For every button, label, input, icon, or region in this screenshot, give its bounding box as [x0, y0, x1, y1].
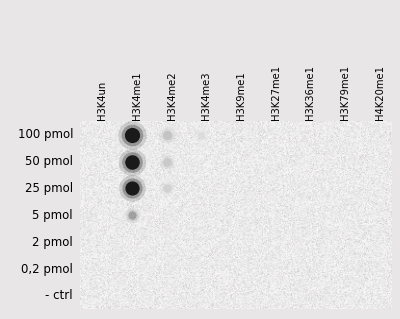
- Text: 100 pmol: 100 pmol: [18, 128, 73, 141]
- Point: [164, 132, 170, 137]
- Point: [198, 132, 204, 137]
- Point: [198, 132, 204, 137]
- Point: [164, 159, 170, 164]
- Text: 50 pmol: 50 pmol: [25, 155, 73, 168]
- Point: [129, 132, 135, 137]
- Text: H3K27me1: H3K27me1: [271, 65, 281, 120]
- Point: [164, 186, 170, 191]
- Point: [129, 132, 135, 137]
- Point: [129, 186, 135, 191]
- Point: [198, 132, 204, 137]
- Point: [164, 132, 170, 137]
- Text: H3K79me1: H3K79me1: [340, 65, 350, 120]
- Text: - ctrl: - ctrl: [46, 289, 73, 302]
- Point: [164, 132, 170, 137]
- Text: H3K4me3: H3K4me3: [201, 71, 211, 120]
- Point: [129, 159, 135, 164]
- Point: [129, 186, 135, 191]
- Point: [129, 159, 135, 164]
- Point: [129, 213, 135, 218]
- Point: [164, 186, 170, 191]
- Point: [164, 159, 170, 164]
- Text: H3K4me1: H3K4me1: [132, 71, 142, 120]
- Point: [129, 132, 135, 137]
- Text: H3K9me1: H3K9me1: [236, 71, 246, 120]
- Text: 0,2 pmol: 0,2 pmol: [21, 263, 73, 276]
- Text: H3K36me1: H3K36me1: [305, 65, 315, 120]
- Point: [129, 213, 135, 218]
- Text: 5 pmol: 5 pmol: [32, 209, 73, 222]
- Point: [129, 213, 135, 218]
- Point: [164, 159, 170, 164]
- Text: H3K4me2: H3K4me2: [167, 71, 177, 120]
- Text: H4K20me1: H4K20me1: [375, 65, 385, 120]
- Text: H3K4un: H3K4un: [97, 81, 107, 120]
- Text: 25 pmol: 25 pmol: [25, 182, 73, 195]
- Point: [164, 186, 170, 191]
- Point: [129, 159, 135, 164]
- Point: [129, 186, 135, 191]
- Text: 2 pmol: 2 pmol: [32, 236, 73, 249]
